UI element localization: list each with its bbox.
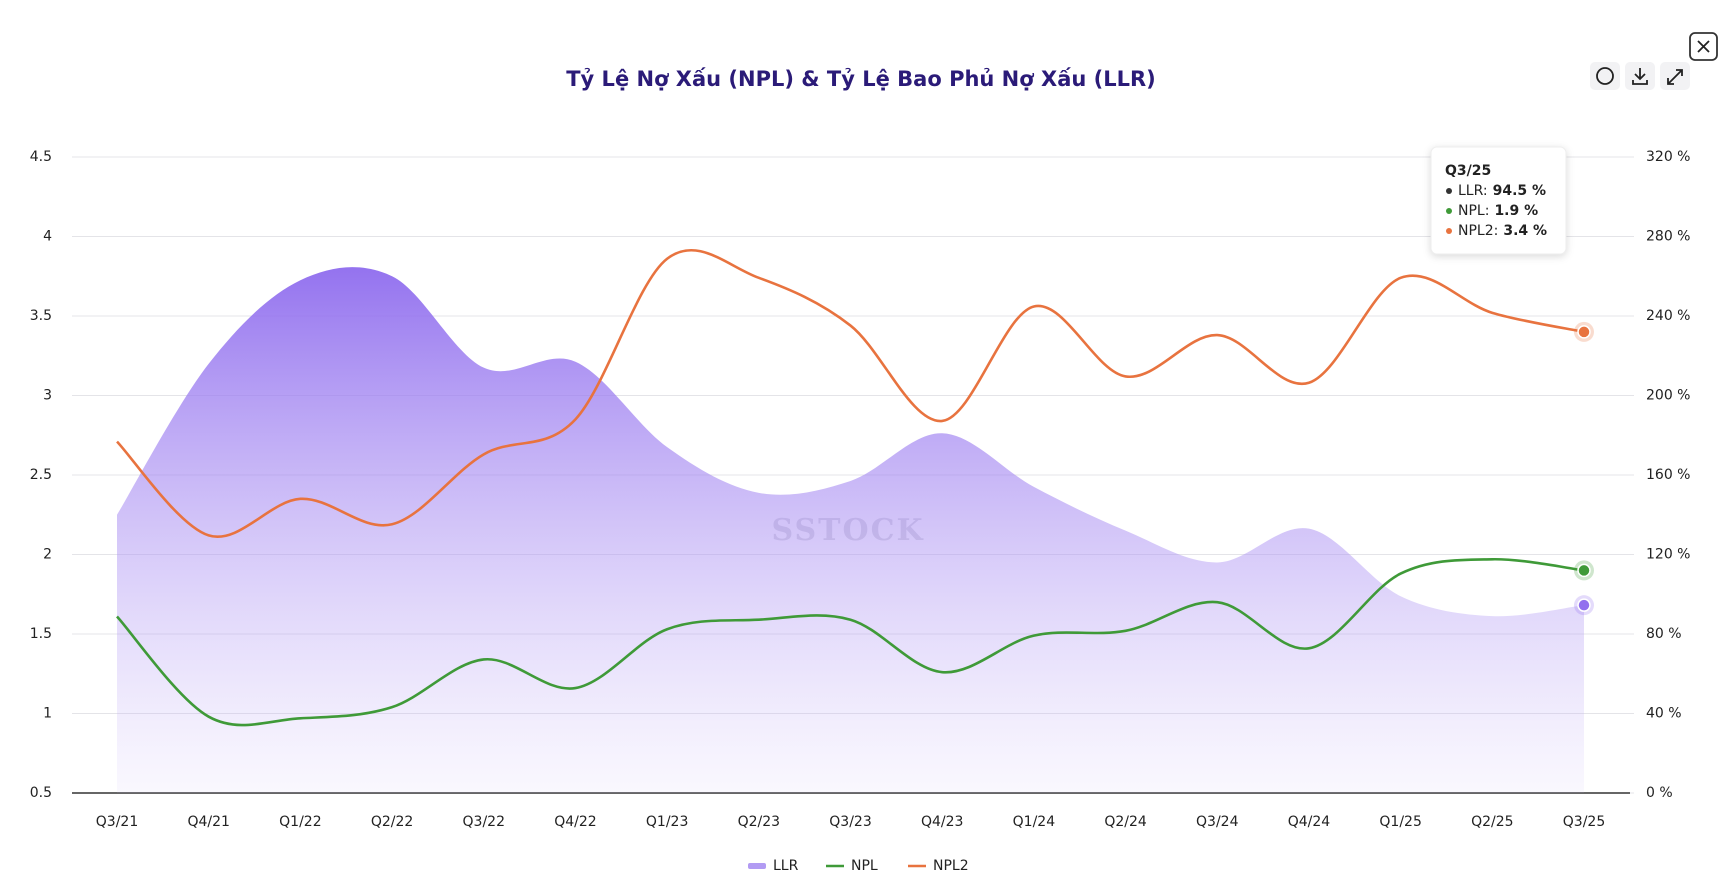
legend-label: LLR [773, 858, 799, 874]
y-tick-label: 2 [43, 547, 52, 563]
x-tick-label: Q4/23 [921, 814, 963, 830]
highlight-point [1577, 598, 1591, 612]
toolbar [1590, 32, 1718, 90]
close-button[interactable] [1689, 32, 1718, 61]
y2-tick-label: 0 % [1646, 785, 1673, 801]
y-tick-label: 1 [43, 706, 52, 722]
y2-tick-label: 120 % [1646, 547, 1690, 563]
x-tick-label: Q1/22 [279, 814, 321, 830]
x-tick-label: Q3/24 [1196, 814, 1239, 830]
x-tick-label: Q1/24 [1013, 814, 1056, 830]
x-tick-label: Q4/24 [1288, 814, 1331, 830]
y2-tick-label: 280 % [1646, 229, 1690, 245]
tooltip-value: 94.5 % [1493, 183, 1546, 199]
help-button[interactable] [1590, 62, 1620, 90]
x-tick-label: Q4/21 [187, 814, 229, 830]
tooltip-row: LLR: 94.5 % [1458, 183, 1546, 199]
series-line [116, 248, 1585, 539]
x-tick-label: Q2/22 [371, 814, 413, 830]
tooltip-dot [1446, 228, 1452, 234]
highlight-point [1577, 563, 1591, 578]
llr-area [117, 267, 1584, 793]
y2-tick-label: 80 % [1646, 626, 1682, 642]
y2-tick-label: 160 % [1646, 467, 1690, 483]
legend-swatch [748, 863, 766, 869]
x-tick-label: Q2/23 [738, 814, 780, 830]
x-tick-label: Q3/22 [463, 814, 505, 830]
tooltip-row: NPL: 1.9 % [1458, 203, 1538, 219]
y-tick-label: 4 [43, 229, 52, 245]
tooltip-title: Q3/25 [1445, 163, 1491, 179]
series-line [116, 557, 1585, 727]
y2-tick-label: 200 % [1646, 388, 1690, 404]
y-tick-label: 3.5 [30, 308, 52, 324]
y-tick-label: 2.5 [30, 467, 52, 483]
tooltip-label: LLR: [1458, 183, 1488, 199]
x-tick-label: Q3/23 [829, 814, 871, 830]
x-tick-label: Q4/22 [554, 814, 596, 830]
x-tick-label: Q1/23 [646, 814, 688, 830]
x-tick-label: Q3/21 [96, 814, 138, 830]
y2-tick-label: 320 % [1646, 149, 1690, 165]
tooltip-value: 1.9 % [1494, 203, 1538, 219]
y-tick-label: 1.5 [30, 626, 52, 642]
y2-tick-label: 40 % [1646, 706, 1682, 722]
x-tick-label: Q2/25 [1471, 814, 1513, 830]
tooltip-box [1430, 146, 1567, 255]
tooltip-dot [1446, 208, 1452, 214]
tooltip-value: 3.4 % [1503, 223, 1547, 239]
x-tick-label: Q2/24 [1104, 814, 1147, 830]
tooltip-label: NPL2: [1458, 223, 1498, 239]
x-tick-label: Q1/25 [1379, 814, 1421, 830]
chart-title: Tỷ Lệ Nợ Xấu (NPL) & Tỷ Lệ Bao Phủ Nợ Xấ… [566, 67, 1156, 91]
highlight-point [1577, 325, 1591, 339]
y-tick-label: 4.5 [30, 149, 52, 165]
y-tick-label: 3 [43, 388, 52, 404]
tooltip: Q3/25 LLR: 94.5 %NPL: 1.9 % NPL2: 3.4 % [1430, 146, 1567, 255]
tooltip-row: NPL2: 3.4 % [1458, 223, 1547, 239]
legend-label: NPL2 [933, 858, 969, 874]
y2-tick-label: 240 % [1646, 308, 1690, 324]
legend-label: NPL [851, 858, 878, 874]
x-tick-label: Q3/25 [1563, 814, 1605, 830]
y-tick-label: 0.5 [30, 785, 52, 801]
tooltip-dot [1446, 188, 1452, 194]
tooltip-label: NPL: [1458, 203, 1489, 219]
